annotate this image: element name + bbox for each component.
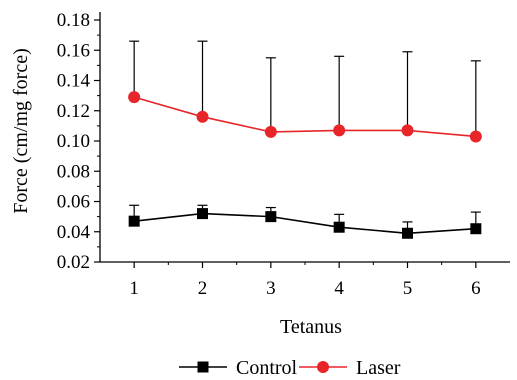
y-tick-label: 0.12 — [57, 101, 90, 122]
x-tick-label: 4 — [334, 278, 344, 299]
series-control — [128, 204, 482, 239]
x-tick-label: 1 — [129, 278, 139, 299]
laser-point — [264, 125, 277, 138]
x-tick-label: 5 — [403, 278, 413, 299]
y-axis-ticks: 0.02 0.04 0.06 0.08 0.10 0.12 0.14 0.16 0.18 — [57, 10, 100, 273]
y-tick-label: 0.02 — [57, 252, 90, 273]
y-tick-label: 0.04 — [57, 222, 91, 243]
y-tick-label: 0.16 — [57, 40, 90, 61]
control-point — [402, 227, 413, 239]
legend-label-laser: Laser — [356, 357, 401, 379]
y-tick-label: 0.08 — [57, 161, 90, 182]
legend: Control Laser — [179, 357, 401, 379]
series-layer — [128, 40, 482, 239]
y-tick-label: 0.18 — [57, 10, 90, 31]
laser-point — [333, 124, 346, 137]
axes — [99, 12, 510, 263]
control-point — [265, 211, 277, 223]
control-point — [197, 208, 208, 220]
control-point — [128, 215, 140, 227]
legend-label-control: Control — [236, 357, 298, 379]
x-tick-label: 3 — [266, 278, 276, 299]
y-axis-label: Force (cm/mg force) — [10, 48, 32, 213]
x-tick-label: 2 — [198, 278, 208, 299]
legend-marker-laser — [317, 361, 329, 373]
x-tick-label: 6 — [471, 278, 481, 299]
y-tick-label: 0.14 — [57, 71, 91, 92]
legend-item-laser: Laser — [299, 357, 401, 379]
control-point — [333, 221, 345, 233]
legend-item-control: Control — [179, 357, 298, 379]
laser-point — [128, 91, 141, 104]
laser-point — [469, 130, 482, 143]
laser-point — [401, 124, 414, 137]
control-point — [470, 223, 482, 235]
legend-marker-control — [197, 361, 209, 373]
y-tick-label: 0.06 — [57, 192, 90, 213]
laser-point — [196, 110, 209, 123]
series-laser — [128, 40, 482, 143]
x-axis-ticks: 1 2 3 4 5 6 — [129, 262, 481, 299]
laser-line — [133, 96, 476, 138]
control-line — [134, 212, 476, 235]
x-axis-label: Tetanus — [280, 316, 342, 338]
y-tick-label: 0.10 — [57, 131, 90, 152]
